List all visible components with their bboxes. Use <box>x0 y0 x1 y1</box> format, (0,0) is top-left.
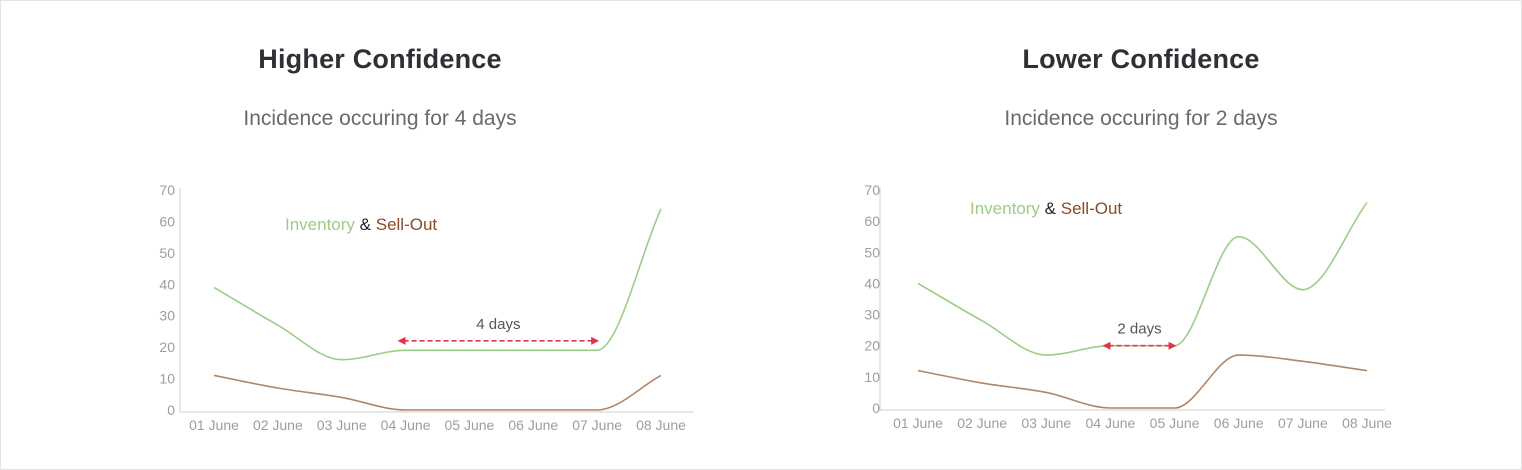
y-tick-label: 60 <box>864 213 880 229</box>
y-tick-label: 20 <box>864 338 880 354</box>
arrow-head-right <box>1168 341 1177 350</box>
x-tick-label: 07 June <box>572 417 622 433</box>
arrow-head-left <box>397 336 406 345</box>
legend: Inventory & Sell-Out <box>970 199 1122 218</box>
chart-title: Lower Confidence <box>1022 44 1260 74</box>
x-tick-label: 08 June <box>636 417 686 433</box>
legend-separator: & <box>1040 199 1061 218</box>
y-tick-label: 50 <box>159 245 175 261</box>
y-tick-label: 30 <box>864 307 880 323</box>
chart-panel-higher-confidence: Higher Confidence Incidence occuring for… <box>0 0 760 470</box>
y-tick-label: 0 <box>872 400 880 416</box>
y-tick-label: 60 <box>159 213 175 229</box>
y-tick-label: 40 <box>159 276 175 292</box>
y-tick-label: 70 <box>864 182 880 198</box>
x-tick-label: 03 June <box>317 417 367 433</box>
x-tick-label: 01 June <box>893 415 943 431</box>
y-tick-label: 40 <box>864 275 880 291</box>
arrow-head-left <box>1102 341 1111 350</box>
y-tick-label: 50 <box>864 244 880 260</box>
duration-label: 2 days <box>1117 321 1161 338</box>
line-chart-higher-confidence: 0 10 20 30 40 50 60 70 01 June 02 June 03 June 04 J… <box>159 182 694 433</box>
x-tick-label: 02 June <box>957 415 1007 431</box>
series-line-sell-out <box>917 354 1368 409</box>
x-tick-label: 02 June <box>253 417 303 433</box>
y-tick-label: 10 <box>159 371 175 387</box>
legend-separator: & <box>355 215 376 234</box>
arrow-head-right <box>591 336 600 345</box>
x-tick-label: 06 June <box>508 417 558 433</box>
x-tick-label: 04 June <box>1086 415 1136 431</box>
legend-entry-sell-out: Sell-Out <box>376 215 438 234</box>
y-tick-label: 70 <box>159 182 175 198</box>
series-line-sell-out <box>213 374 662 411</box>
y-tick-label: 10 <box>864 369 880 385</box>
x-tick-label: 05 June <box>445 417 495 433</box>
chart-panel-lower-confidence: Lower Confidence Incidence occuring for … <box>760 0 1522 470</box>
series-line-inventory <box>213 208 662 361</box>
y-tick-label: 0 <box>167 402 175 418</box>
x-tick-label: 04 June <box>381 417 431 433</box>
y-tick-label: 20 <box>159 339 175 355</box>
x-tick-label: 03 June <box>1021 415 1071 431</box>
x-tick-label: 01 June <box>189 417 239 433</box>
legend: Inventory & Sell-Out <box>285 215 437 234</box>
x-tick-label: 05 June <box>1150 415 1200 431</box>
line-chart-lower-confidence: 0 10 20 30 40 50 60 70 01 June 02 June 03 June 04 J… <box>864 182 1392 431</box>
chart-subtitle: Incidence occuring for 2 days <box>1004 107 1278 130</box>
chart-title: Higher Confidence <box>258 44 502 74</box>
legend-entry-sell-out: Sell-Out <box>1061 199 1123 218</box>
x-tick-label: 08 June <box>1342 415 1392 431</box>
x-tick-label: 06 June <box>1214 415 1264 431</box>
duration-label: 4 days <box>476 316 520 333</box>
chart-subtitle: Incidence occuring for 4 days <box>243 107 517 130</box>
x-tick-label: 07 June <box>1278 415 1328 431</box>
legend-entry-inventory: Inventory <box>285 215 355 234</box>
y-tick-label: 30 <box>159 308 175 324</box>
legend-entry-inventory: Inventory <box>970 199 1040 218</box>
